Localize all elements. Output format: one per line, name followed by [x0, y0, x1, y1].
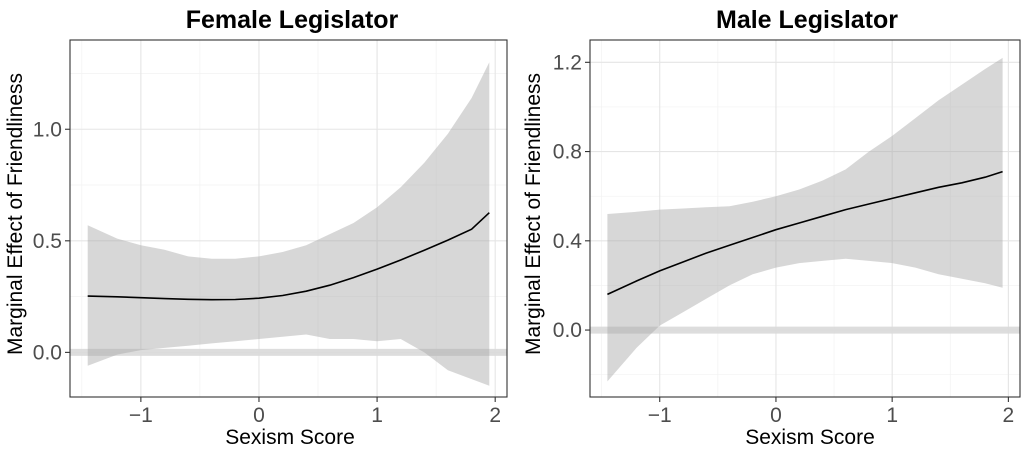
panel-male-legislator: Male Legislator Sexism Score Marginal Ef…	[522, 6, 1021, 449]
y-tick-label: 0.8	[553, 141, 582, 164]
panel-female-legislator: Female Legislator Sexism Score Marginal …	[4, 6, 508, 449]
confidence-band	[607, 57, 1003, 382]
y-tick-label: 0.4	[553, 230, 583, 253]
y-tick-label: 0.5	[33, 230, 62, 253]
x-tick-label: 2	[1003, 404, 1015, 427]
axis-ticks: −1 0 1 2 0.0 0.5 1.0	[33, 118, 501, 427]
confidence-band-area	[87, 62, 490, 386]
plot-frame	[69, 39, 508, 398]
confidence-band-area	[607, 57, 1003, 382]
y-tick-label: 0.0	[553, 319, 582, 342]
estimate-line	[607, 170, 1003, 296]
marginal-effect-line	[87, 212, 490, 301]
y-tick-label: 0.0	[33, 341, 62, 364]
x-tick-label: 1	[371, 404, 383, 427]
x-tick-label: 1	[886, 404, 898, 427]
x-tick-label: 0	[770, 404, 782, 427]
x-tick-label: −1	[129, 404, 153, 427]
panel-title: Male Legislator	[716, 6, 898, 34]
panel-title: Female Legislator	[186, 6, 399, 34]
y-axis-label: Marginal Effect of Friendliness	[4, 73, 27, 355]
x-tick-label: 0	[253, 404, 265, 427]
x-tick-label: −1	[648, 404, 672, 427]
axis-ticks: −1 0 1 2 0.0 0.4 0.8 1.2	[553, 51, 1014, 427]
x-axis-label: Sexism Score	[225, 426, 355, 449]
estimate-line	[87, 212, 490, 301]
marginal-effect-line	[607, 170, 1003, 296]
y-axis-label: Marginal Effect of Friendliness	[522, 73, 545, 355]
x-axis-label: Sexism Score	[745, 426, 875, 449]
x-tick-label: 2	[489, 404, 501, 427]
confidence-band	[87, 62, 490, 386]
y-tick-label: 1.2	[553, 51, 582, 74]
y-tick-label: 1.0	[33, 118, 62, 141]
plot-frame	[589, 39, 1021, 398]
